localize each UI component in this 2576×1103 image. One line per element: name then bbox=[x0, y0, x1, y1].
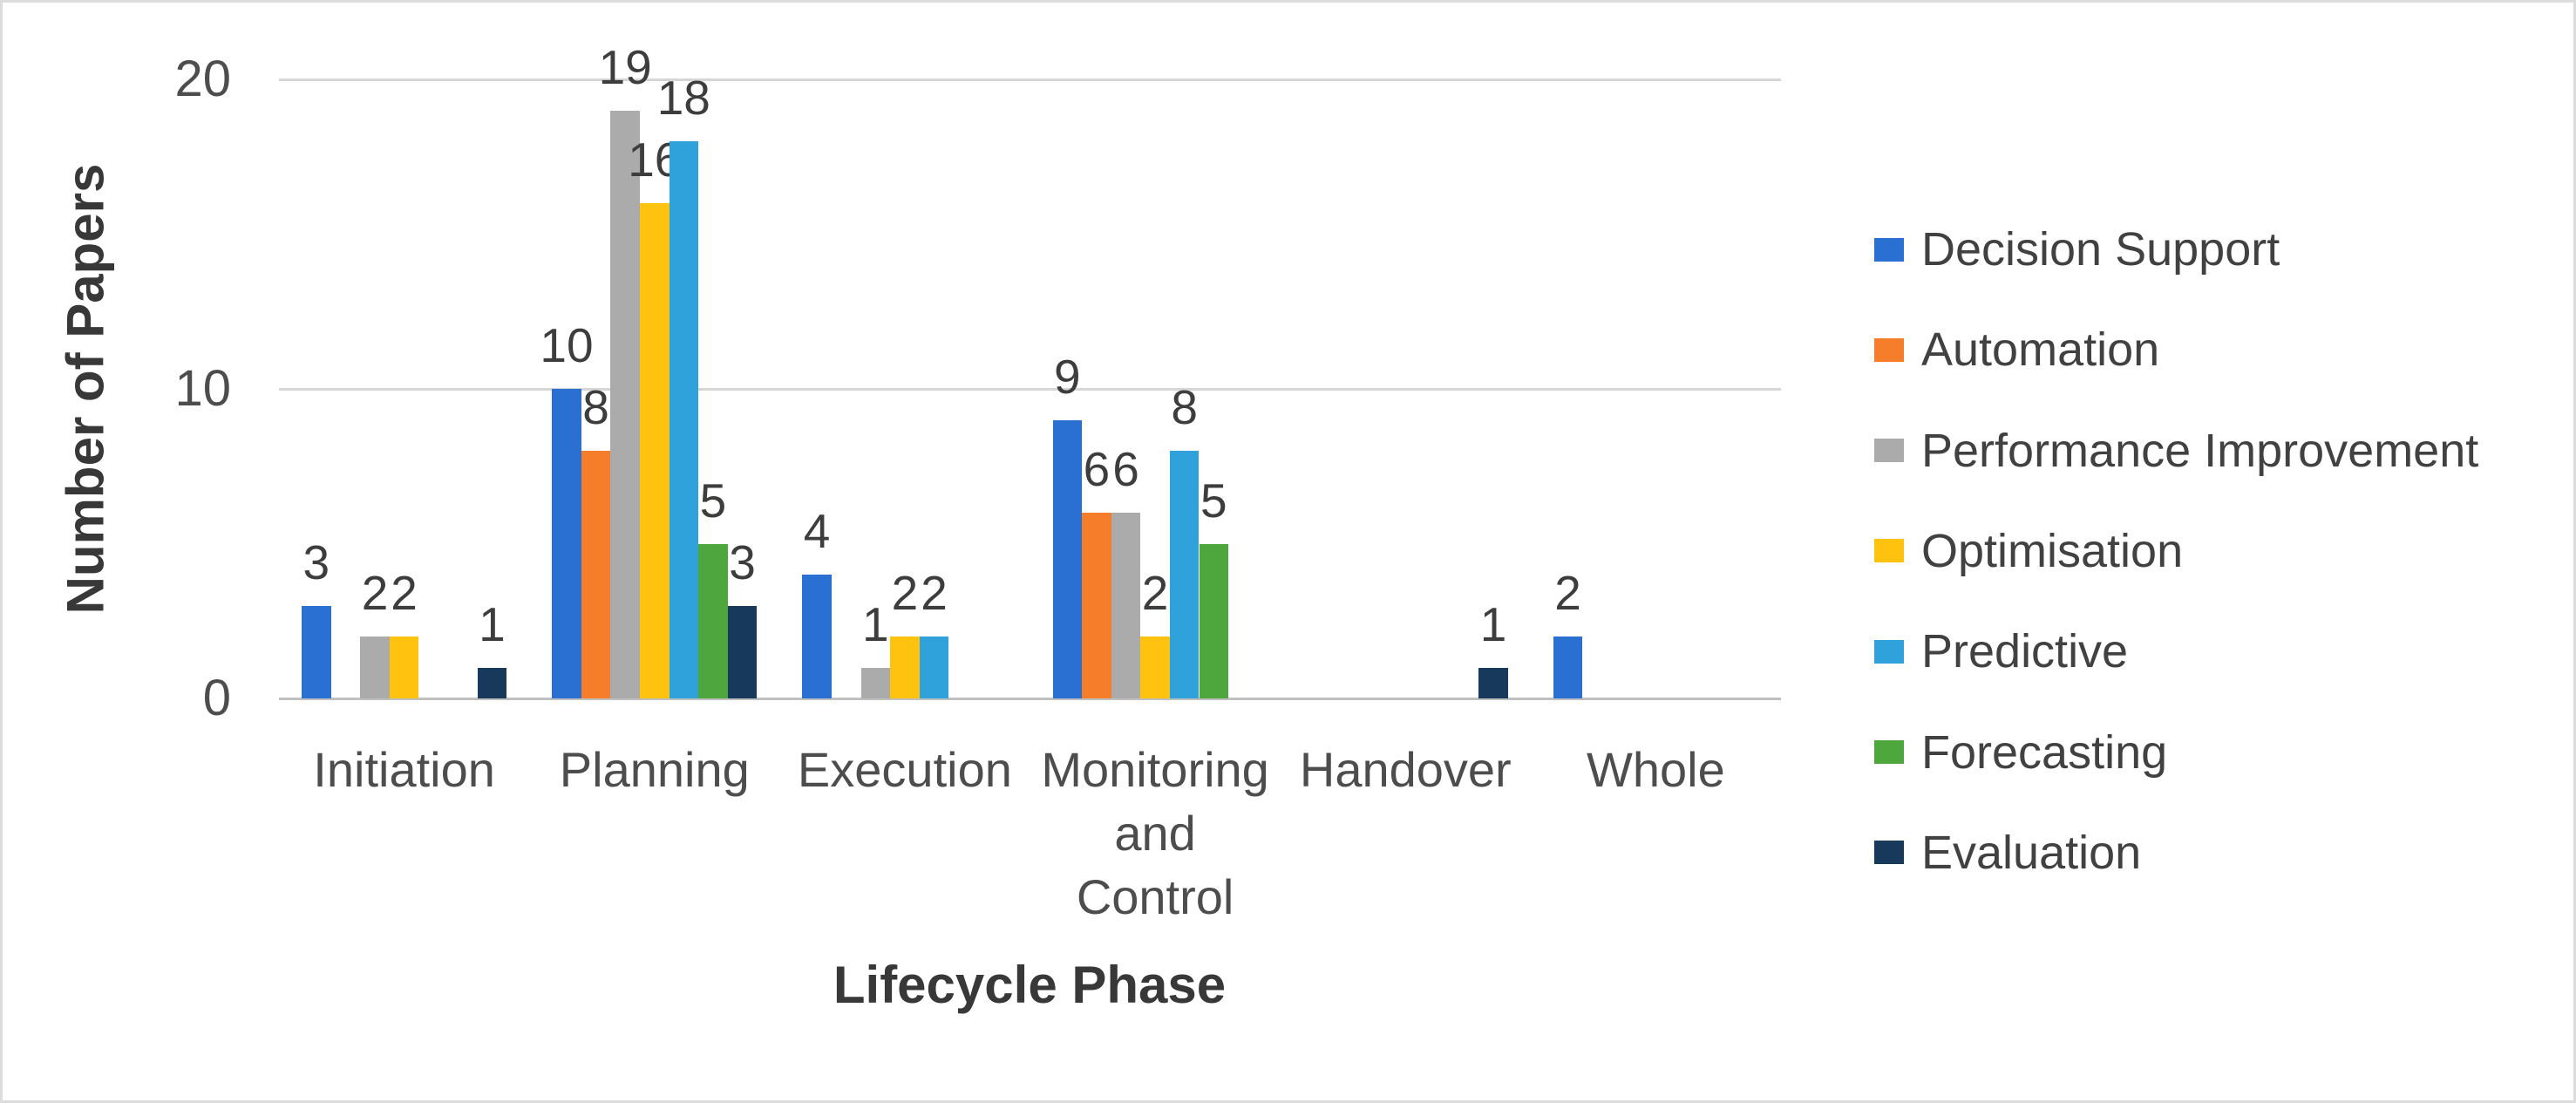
y-tick-label: 20 bbox=[174, 51, 231, 107]
data-label: 3 bbox=[729, 534, 756, 589]
y-tick-label: 0 bbox=[202, 670, 231, 726]
data-label: 4 bbox=[803, 504, 831, 558]
bar-predictive bbox=[669, 141, 699, 698]
data-label: 8 bbox=[1171, 380, 1198, 434]
legend-marker bbox=[1874, 841, 1904, 865]
legend-marker bbox=[1874, 639, 1904, 664]
legend-marker bbox=[1874, 237, 1904, 262]
data-label: 2 bbox=[361, 566, 389, 620]
data-label: 2 bbox=[1554, 566, 1581, 620]
data-label: 1 bbox=[1479, 596, 1507, 651]
x-category-label: Execution bbox=[797, 742, 1012, 797]
gridline-y10 bbox=[279, 388, 1781, 391]
x-axis-title: Lifecycle Phase bbox=[833, 956, 1227, 1014]
bar-performance-improvement bbox=[1111, 513, 1141, 698]
x-axis-line bbox=[279, 698, 1781, 700]
legend-item-optimisation: Optimisation bbox=[1874, 525, 2183, 577]
bar-evaluation bbox=[727, 605, 758, 698]
data-label: 9 bbox=[1054, 349, 1081, 404]
bar-forecasting bbox=[698, 543, 728, 698]
bar-forecasting bbox=[1199, 543, 1229, 698]
data-label: 5 bbox=[1200, 473, 1227, 528]
y-tick-label: 10 bbox=[174, 360, 231, 417]
data-label: 2 bbox=[921, 566, 948, 620]
bar-performance-improvement bbox=[860, 667, 891, 698]
legend-label: Predictive bbox=[1921, 625, 2129, 678]
bar-evaluation bbox=[477, 667, 507, 698]
legend-label: Optimisation bbox=[1921, 524, 2184, 577]
legend-label: Evaluation bbox=[1921, 826, 2142, 879]
x-category-label: Monitoring and Control bbox=[1041, 742, 1269, 924]
legend-item-automation: Automation bbox=[1874, 323, 2159, 376]
legend-label: Forecasting bbox=[1921, 725, 2168, 779]
bar-optimisation bbox=[1140, 637, 1170, 698]
bar-decision-support bbox=[802, 575, 832, 698]
legend-item-performance-improvement: Performance Improvement bbox=[1874, 425, 2478, 477]
bar-optimisation bbox=[640, 203, 669, 698]
data-label: 6 bbox=[1083, 442, 1111, 496]
data-label: 5 bbox=[699, 473, 727, 528]
legend-label: Performance Improvement bbox=[1921, 424, 2479, 477]
bar-predictive bbox=[919, 637, 949, 698]
bar-evaluation bbox=[1478, 667, 1508, 698]
bar-optimisation bbox=[389, 637, 419, 698]
x-category-label: Handover bbox=[1299, 742, 1512, 797]
bar-decision-support bbox=[1052, 419, 1083, 698]
legend-marker bbox=[1874, 439, 1904, 463]
legend-marker bbox=[1874, 337, 1904, 362]
bar-performance-improvement bbox=[610, 110, 640, 698]
gridline-y20 bbox=[279, 78, 1781, 81]
bar-automation bbox=[581, 451, 611, 698]
data-label: 1 bbox=[479, 596, 506, 651]
data-label: 2 bbox=[391, 566, 418, 620]
x-category-label: Initiation bbox=[313, 742, 495, 797]
bar-optimisation bbox=[890, 637, 920, 698]
data-label: 8 bbox=[582, 380, 609, 434]
legend-item-predictive: Predictive bbox=[1874, 625, 2128, 677]
x-category-label: Whole bbox=[1587, 742, 1725, 797]
x-category-label: Planning bbox=[559, 742, 750, 797]
legend-item-evaluation: Evaluation bbox=[1874, 827, 2141, 879]
bar-decision-support bbox=[552, 389, 581, 698]
data-label: 10 bbox=[540, 318, 594, 372]
legend-label: Decision Support bbox=[1921, 223, 2280, 276]
bar-predictive bbox=[1169, 451, 1200, 698]
data-label: 19 bbox=[598, 39, 652, 94]
legend-label: Automation bbox=[1921, 323, 2160, 377]
legend-marker bbox=[1874, 539, 1904, 563]
data-label: 2 bbox=[891, 566, 919, 620]
bar-decision-support bbox=[302, 605, 331, 698]
legend-item-forecasting: Forecasting bbox=[1874, 726, 2167, 779]
data-label: 1 bbox=[862, 596, 889, 651]
legend-item-decision-support: Decision Support bbox=[1874, 223, 2280, 276]
data-label: 2 bbox=[1141, 566, 1169, 620]
bar-decision-support bbox=[1553, 637, 1583, 698]
legend-marker bbox=[1874, 740, 1904, 764]
data-label: 18 bbox=[656, 71, 710, 125]
bar-performance-improvement bbox=[360, 637, 390, 698]
data-label: 3 bbox=[302, 534, 330, 589]
data-label: 6 bbox=[1112, 442, 1139, 496]
bar-automation bbox=[1082, 513, 1111, 698]
